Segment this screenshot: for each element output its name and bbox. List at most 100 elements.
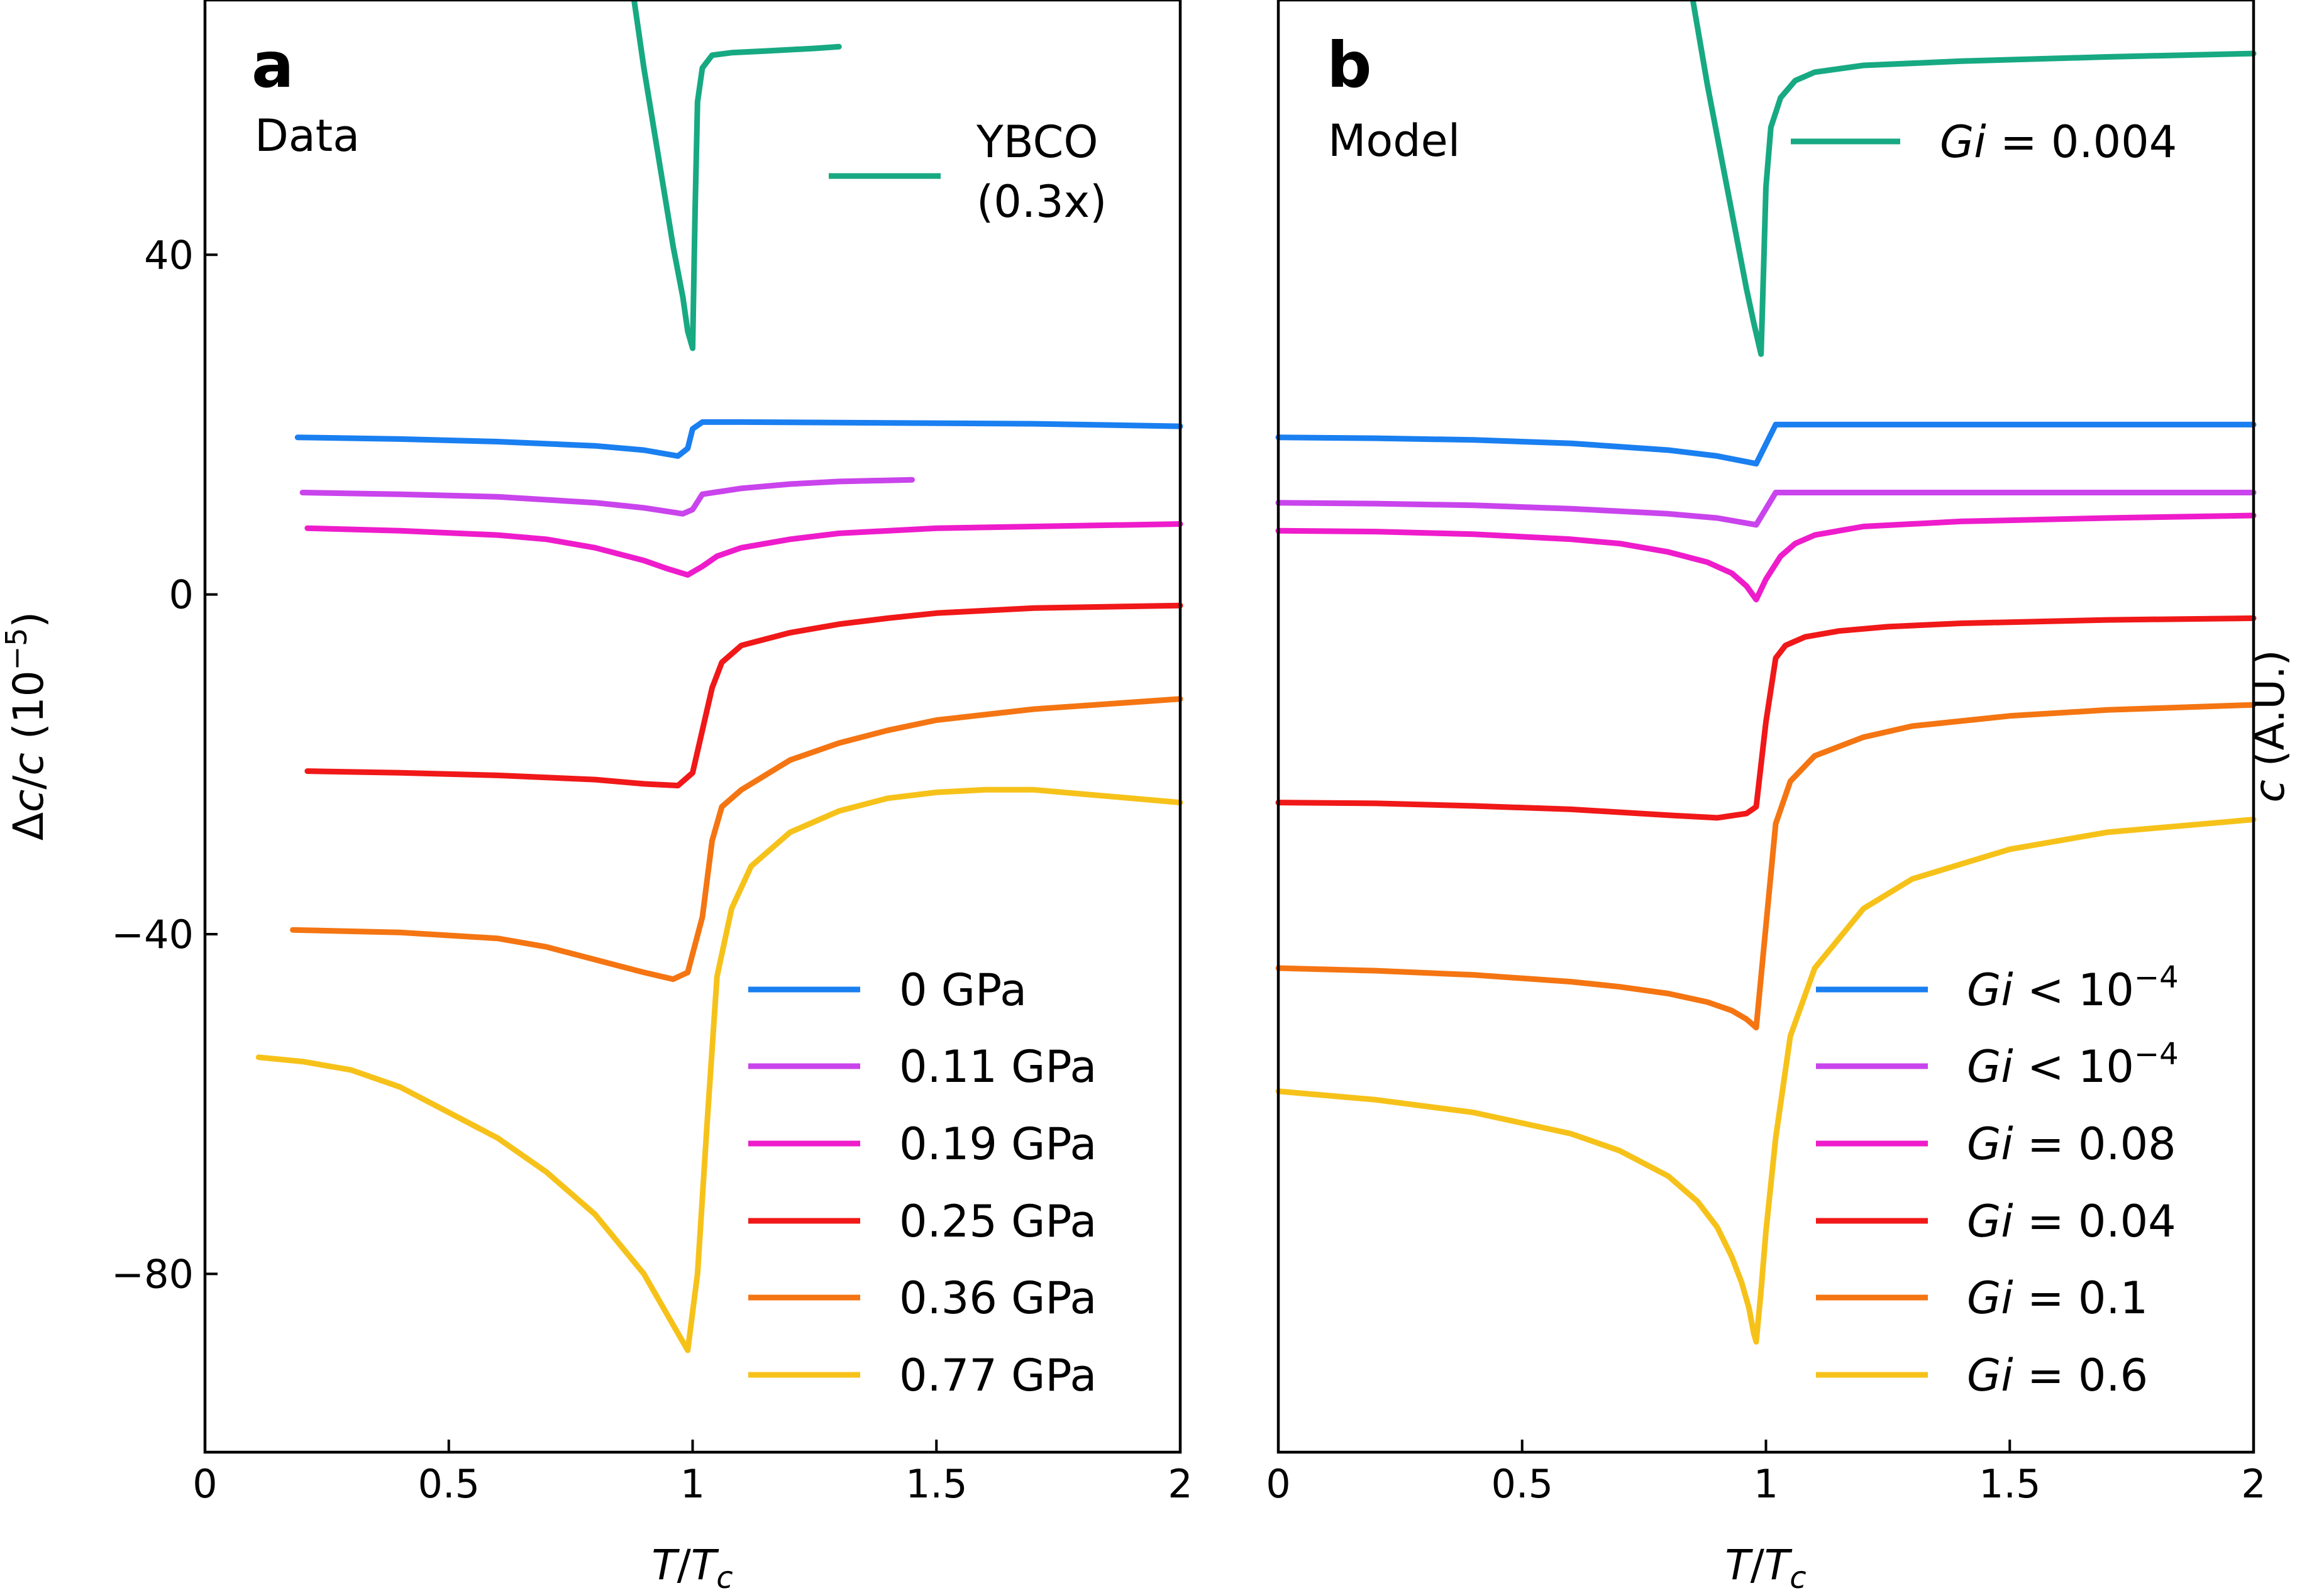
panel-a-ticks: 0 0.5 1 1.5 2 40 0 −40 −80	[111, 232, 1193, 1507]
panel-a-xtick-label-2: 1	[680, 1461, 705, 1507]
gi-var: Gi	[1967, 964, 2013, 1016]
panel-a-ytick-label-3: −80	[111, 1251, 194, 1297]
panel-a-xlabel-sub: c	[716, 1560, 733, 1593]
panel-a-series-3	[304, 521, 1183, 578]
panel-a-series-1	[294, 419, 1183, 459]
panel-a-ylabel-exp: −5	[0, 628, 33, 671]
legend-label-gi-01: Gi = 0.1	[1967, 1272, 2148, 1324]
panel-a-series-0	[631, 0, 842, 351]
legend-label-gi-lt-1: Gi < 10−4	[1967, 960, 2179, 1016]
gi-exp: −4	[2134, 960, 2179, 995]
panel-a-ylabel-delta: Δ	[4, 812, 53, 841]
legend-label-gi-06: Gi = 0.6	[1967, 1350, 2148, 1401]
legend-label-0gpa: 0 GPa	[899, 964, 1027, 1016]
panel-a-xtick-label-4: 2	[1168, 1461, 1192, 1507]
legend-label-025gpa: 0.25 GPa	[899, 1196, 1097, 1247]
panel-b-letter: b	[1327, 28, 1372, 102]
panel-b-series-4	[1275, 615, 2257, 821]
panel-a-xlabel-slash: /	[677, 1541, 692, 1589]
panel-a-legend-top: YBCO (0.3x)	[829, 116, 1107, 228]
gi-val: 0.6	[2078, 1350, 2148, 1401]
panel-b-series-2	[1275, 490, 2257, 528]
gi-op: =	[2013, 1196, 2078, 1247]
gi-var: Gi	[1967, 1196, 2013, 1247]
gi-base: 10	[2078, 1041, 2134, 1093]
panel-a-ylabel-c2: c	[4, 752, 53, 775]
panel-b-series-1	[1275, 421, 2257, 467]
panel-a-legend-top-line2: (0.3x)	[977, 176, 1107, 228]
gi-op: =	[2013, 1118, 2078, 1170]
panel-a-series-2	[299, 477, 915, 517]
panel-b-ylabel-unit: (A.U.)	[2245, 649, 2294, 780]
gi-op: =	[2013, 1350, 2078, 1401]
panel-b: 0 0.5 1 1.5 2 b Model T/Tc c (A.U.) Gi = 0.0…	[1266, 0, 2294, 1593]
panel-b-ylabel: c (A.U.)	[2245, 649, 2294, 802]
panel-b-xtick-label-4: 2	[2241, 1461, 2266, 1507]
legend-label-gi-008: Gi = 0.08	[1967, 1118, 2176, 1170]
gi-var: Gi	[1940, 116, 1986, 168]
panel-b-series-layer	[1275, 0, 2257, 1345]
gi-var: Gi	[1967, 1041, 2013, 1093]
gi-val: 0.04	[2078, 1196, 2176, 1247]
panel-b-series-5	[1275, 702, 2257, 1031]
panel-a-series-4	[304, 602, 1183, 789]
panel-a-legend-bottom: 0 GPa 0.11 GPa 0.19 GPa 0.25 GPa 0.36 GP…	[748, 964, 1097, 1401]
panel-b-title: Model	[1328, 115, 1460, 167]
gi-var: Gi	[1967, 1118, 2013, 1170]
legend-label-077gpa: 0.77 GPa	[899, 1350, 1097, 1401]
panel-a-title: Data	[255, 110, 360, 162]
panel-a-ylabel-close: )	[4, 612, 53, 628]
gi-exp: −4	[2134, 1037, 2179, 1072]
panel-b-xtick-label-2: 1	[1754, 1461, 1778, 1507]
legend-label-011gpa: 0.11 GPa	[899, 1041, 1097, 1093]
panel-b-series-0	[1690, 0, 2257, 357]
gi-op: =	[2013, 1272, 2078, 1324]
panel-b-xtick-label-0: 0	[1266, 1461, 1290, 1507]
gi-var: Gi	[1967, 1272, 2013, 1324]
panel-a-xlabel-var1: T	[651, 1541, 680, 1589]
legend-label-036gpa: 0.36 GPa	[899, 1272, 1097, 1324]
legend-label-gi-004: Gi = 0.04	[1967, 1196, 2176, 1247]
panel-a-ylabel-c1: c	[4, 790, 53, 812]
panel-b-legend-top: Gi = 0.004	[1791, 116, 2177, 168]
panel-b-xlabel: T/Tc	[1725, 1541, 1806, 1593]
panel-a-ytick-label-1: 0	[169, 572, 194, 618]
gi-var: Gi	[1967, 1350, 2013, 1401]
panel-b-legend-top-label: Gi = 0.004	[1940, 116, 2177, 168]
gi-op: =	[1986, 116, 2051, 168]
panel-b-ylabel-c: c	[2245, 780, 2294, 802]
panel-b-series-6	[1275, 817, 2257, 1345]
panel-a-series-5	[290, 696, 1183, 983]
gi-val: 0.1	[2078, 1272, 2148, 1324]
panel-b-xtick-label-3: 1.5	[1979, 1461, 2041, 1507]
panel-b-series-3	[1275, 512, 2257, 603]
gi-op: <	[2013, 964, 2078, 1016]
panel-a-ytick-label-0: 40	[144, 232, 194, 278]
gi-op: <	[2013, 1041, 2078, 1093]
gi-val: 0.08	[2078, 1118, 2176, 1170]
panel-b-ticks: 0 0.5 1 1.5 2	[1266, 1440, 2266, 1507]
panel-a-xtick-label-1: 0.5	[418, 1461, 480, 1507]
panel-b-xlabel-slash: /	[1751, 1541, 1765, 1589]
gi-base: 10	[2078, 964, 2134, 1016]
panel-a-xtick-label-0: 0	[192, 1461, 217, 1507]
panel-a-xlabel-var2: T	[691, 1541, 719, 1589]
panel-a-ytick-label-2: −40	[111, 912, 194, 957]
panel-a-legend-top-line1: YBCO	[976, 116, 1098, 168]
panel-b-xlabel-var2: T	[1764, 1541, 1793, 1589]
panel-b-xlabel-sub: c	[1790, 1560, 1806, 1593]
panel-a-ylabel-unit: (10	[4, 670, 53, 752]
panel-a-ylabel-slash: /	[4, 775, 53, 790]
panel-b-xtick-label-1: 0.5	[1491, 1461, 1553, 1507]
legend-label-gi-lt-2: Gi < 10−4	[1967, 1037, 2179, 1093]
panel-a-series-6	[255, 786, 1183, 1353]
legend-label-019gpa: 0.19 GPa	[899, 1118, 1097, 1170]
panel-a-ylabel: Δc/c (10−5)	[0, 612, 53, 841]
panel-a-xlabel: T/Tc	[651, 1541, 733, 1593]
gi-val: 0.004	[2051, 116, 2177, 168]
panel-a-series-layer	[255, 0, 1183, 1353]
panel-b-legend-bottom: Gi < 10−4 Gi < 10−4 Gi = 0.08 Gi = 0.04 …	[1816, 960, 2179, 1401]
panel-a-letter: a	[252, 28, 294, 102]
